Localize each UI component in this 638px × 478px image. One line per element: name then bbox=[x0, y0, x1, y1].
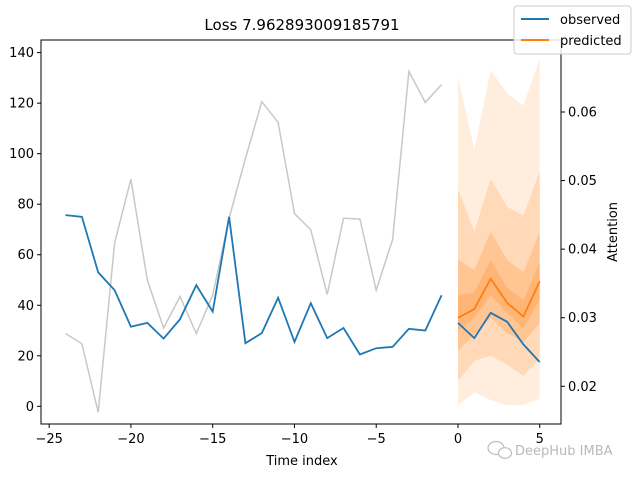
legend-observed-label: observed bbox=[560, 13, 620, 28]
observed-line bbox=[65, 214, 443, 356]
y2-tick-label: 0.02 bbox=[568, 380, 597, 395]
legend-predicted-label: predicted bbox=[560, 34, 622, 49]
watermark: DeepHub IMBA bbox=[487, 440, 613, 459]
y-tick-label: 100 bbox=[9, 147, 34, 162]
wechat-icon bbox=[487, 440, 513, 459]
x-tick-label: −15 bbox=[199, 432, 226, 447]
y2-tick-label: 0.03 bbox=[568, 311, 597, 326]
watermark-text: DeepHub IMBA bbox=[515, 444, 613, 459]
y2-axis-ticks: 0.02 0.03 0.04 0.05 0.06 bbox=[561, 106, 597, 395]
legend: observed predicted bbox=[513, 5, 632, 55]
y-tick-label: 60 bbox=[17, 248, 34, 263]
x-axis-title: Time index bbox=[265, 454, 338, 469]
x-tick-label: 0 bbox=[454, 432, 462, 447]
y-tick-label: 40 bbox=[17, 299, 34, 314]
y-axis-ticks: 0 20 40 60 80 100 120 140 bbox=[9, 46, 41, 415]
y-tick-label: 0 bbox=[26, 400, 34, 415]
prediction-bands bbox=[458, 58, 540, 406]
attention-line bbox=[65, 68, 443, 413]
x-axis-ticks: −25 −20 −15 −10 −5 0 5 bbox=[35, 424, 544, 447]
y2-axis-title: Attention bbox=[606, 202, 621, 262]
y-tick-label: 80 bbox=[17, 198, 34, 213]
y-tick-label: 20 bbox=[17, 349, 34, 364]
x-tick-label: 5 bbox=[536, 432, 544, 447]
y2-tick-label: 0.06 bbox=[568, 106, 597, 121]
y-tick-label: 140 bbox=[9, 46, 34, 61]
observed-future-line bbox=[457, 311, 541, 363]
y2-tick-label: 0.04 bbox=[568, 243, 597, 258]
y-tick-label: 120 bbox=[9, 97, 34, 112]
predicted-line bbox=[457, 276, 541, 319]
chart-title: Loss 7.962893009185791 bbox=[204, 16, 399, 34]
x-tick-label: −5 bbox=[367, 432, 386, 447]
series-lines bbox=[65, 68, 541, 413]
prediction-band-0 bbox=[458, 58, 540, 406]
x-tick-label: −10 bbox=[281, 432, 308, 447]
x-tick-label: −25 bbox=[35, 432, 62, 447]
x-tick-label: −20 bbox=[117, 432, 144, 447]
prediction-band-1 bbox=[458, 171, 540, 382]
y2-tick-label: 0.05 bbox=[568, 174, 597, 189]
plot-frame bbox=[40, 39, 562, 425]
